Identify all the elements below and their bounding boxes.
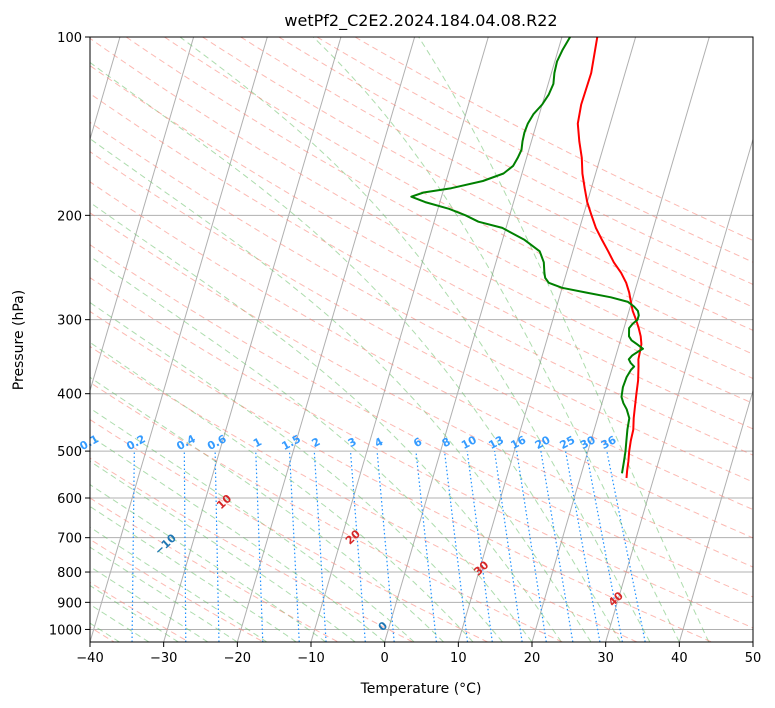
- dry-adiabat-line: [90, 310, 712, 642]
- moist-adiabat-line: [90, 341, 474, 642]
- moist-adiabat-line: [90, 376, 444, 642]
- dry-adiabat-line: [90, 37, 753, 404]
- moist-adiabat-line: [90, 138, 592, 642]
- moist-adiabat-line: [90, 505, 297, 642]
- dry-adiabat-line: [90, 457, 414, 642]
- x-axis: −40 −30 −20 −10 0 10 20 30 40 50: [76, 642, 761, 666]
- y-tick-label: 800: [57, 566, 82, 581]
- dry-adiabat-line: [125, 37, 753, 380]
- x-tick-label: −40: [76, 651, 103, 666]
- isotherm-line: [678, 388, 753, 642]
- mixing-ratio-line: [606, 450, 646, 642]
- y-tick-label: 900: [57, 596, 82, 611]
- x-tick-label: 10: [450, 651, 467, 666]
- chart-title: wetPf2_C2E2.2024.184.04.08.R22: [284, 11, 557, 31]
- dry-adiabat-line: [90, 345, 638, 642]
- temperature-profile-line: [576, 37, 643, 479]
- mixing-ratio-layer: [131, 450, 646, 642]
- isotherm-line: [531, 37, 710, 642]
- y-axis-label: Pressure (hPa): [11, 290, 27, 390]
- dry-adiabat-line: [90, 181, 753, 539]
- y-tick-label: 500: [57, 445, 82, 460]
- x-tick-label: −30: [150, 651, 177, 666]
- moist-adiabat-line: [90, 460, 356, 642]
- y-tick-label: 300: [57, 314, 82, 329]
- moist-adiabat-line: [90, 301, 503, 642]
- mixing-ratio-label: 36: [599, 433, 619, 452]
- y-tick-label: 100: [57, 31, 82, 46]
- y-tick-label: 700: [57, 532, 82, 547]
- dry-adiabat-line: [90, 65, 753, 430]
- x-axis-label: Temperature (°C): [360, 681, 482, 697]
- moist-adiabat-line: [90, 407, 415, 642]
- mixing-ratio-line: [443, 451, 469, 642]
- mixing-ratio-label: 25: [558, 433, 578, 452]
- isotherm-line: [236, 37, 416, 642]
- dry-adiabat-line: [90, 538, 264, 642]
- moist-adiabat-line: [90, 255, 533, 642]
- moist-adiabat-layer: [90, 37, 710, 642]
- profile-layer: [410, 37, 644, 479]
- mixing-ratio-label: 30: [578, 433, 598, 452]
- dry-adiabat-layer: [90, 37, 753, 642]
- mixing-ratio-label: 10: [459, 433, 479, 452]
- isotherm-line: [90, 37, 268, 642]
- x-tick-label: 30: [597, 651, 614, 666]
- dry-adiabat-line: [90, 93, 753, 456]
- y-tick-label: 600: [57, 492, 82, 507]
- dry-adiabat-line: [90, 151, 753, 511]
- x-tick-label: 40: [671, 651, 688, 666]
- y-tick-label: 1000: [49, 623, 82, 638]
- y-tick-label: 200: [57, 209, 82, 224]
- x-tick-label: −10: [297, 651, 324, 666]
- dewpoint-profile-line: [410, 37, 644, 474]
- mixing-ratio-label: 16: [509, 433, 529, 452]
- mixing-ratio-line: [516, 451, 547, 642]
- dry-adiabat-line: [90, 212, 753, 568]
- mixing-ratio-line: [493, 451, 523, 642]
- dry-adiabat-line: [90, 277, 753, 629]
- isotherm-line: [384, 37, 563, 642]
- dry-adiabat-line: [164, 37, 753, 355]
- y-axis: 100 200 300 400 500 600 700 800 900 1000: [49, 31, 90, 638]
- dry-adiabat-line: [90, 419, 488, 642]
- mixing-ratio-label: 20: [533, 433, 553, 452]
- isotherm-line: [163, 37, 342, 642]
- moist-adiabat-line: [90, 61, 621, 642]
- dry-adiabat-line: [90, 121, 753, 483]
- mixing-ratio-label: 13: [486, 433, 506, 452]
- mixing-ratio-line: [466, 451, 493, 642]
- mixing-ratio-line: [585, 450, 623, 642]
- x-tick-label: −20: [224, 651, 251, 666]
- y-tick-label: 400: [57, 388, 82, 403]
- mixing-ratio-line: [564, 450, 601, 642]
- moist-adiabat-line: [312, 37, 680, 642]
- isotherm-line: [90, 37, 195, 393]
- moist-adiabat-line: [90, 201, 562, 642]
- moist-adiabat-line: [90, 483, 326, 642]
- plot-frame: [89, 36, 754, 643]
- x-tick-label: 0: [381, 651, 389, 666]
- isotherm-line: [605, 137, 753, 642]
- x-tick-label: 20: [524, 651, 541, 666]
- x-tick-label: 50: [745, 651, 762, 666]
- plot-area: [90, 37, 753, 642]
- mixing-ratio-line: [540, 451, 574, 642]
